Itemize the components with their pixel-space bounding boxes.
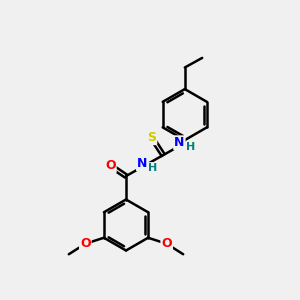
Text: N: N [174,136,184,149]
Text: S: S [147,131,156,144]
Text: N: N [137,157,147,170]
Text: O: O [161,237,172,250]
Text: O: O [80,237,91,250]
Text: O: O [105,159,116,172]
Text: H: H [186,142,195,152]
Text: H: H [148,163,158,173]
